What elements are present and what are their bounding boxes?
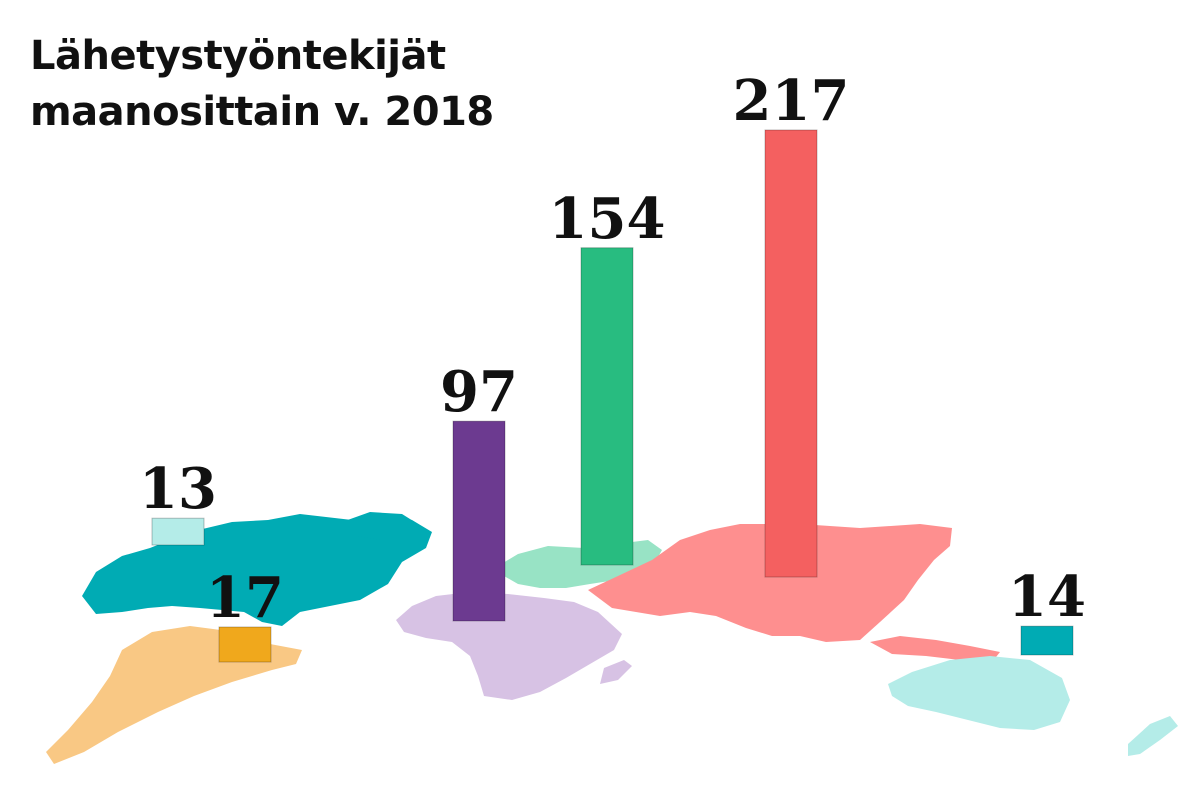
new-zealand-region <box>1128 716 1178 756</box>
bar-1 <box>218 626 272 663</box>
madagascar-region <box>600 660 632 684</box>
australia-region <box>888 656 1070 730</box>
africa-region <box>396 592 622 700</box>
value-label-2: 97 <box>440 359 518 425</box>
chart-title-line-1: Lähetystyöntekijät <box>30 33 446 79</box>
bar-2 <box>452 420 506 622</box>
value-label-0: 13 <box>139 456 217 522</box>
bar-4 <box>764 129 818 578</box>
bar-3 <box>580 247 634 566</box>
bar-5 <box>1020 625 1074 656</box>
bars <box>151 129 1074 663</box>
value-label-5: 14 <box>1008 564 1086 630</box>
asia-region <box>588 524 952 642</box>
indonesia-region <box>870 636 1000 662</box>
greenland-region <box>342 512 418 540</box>
value-labels: 13 17 97 154 217 14 <box>139 68 1086 631</box>
value-label-1: 17 <box>206 565 284 631</box>
value-label-4: 217 <box>733 68 850 134</box>
value-label-3: 154 <box>549 186 666 252</box>
chart-title: Lähetystyöntekijät maanosittain v. 2018 <box>30 28 494 140</box>
bar-0 <box>151 517 205 546</box>
chart-title-line-2: maanosittain v. 2018 <box>30 89 494 135</box>
